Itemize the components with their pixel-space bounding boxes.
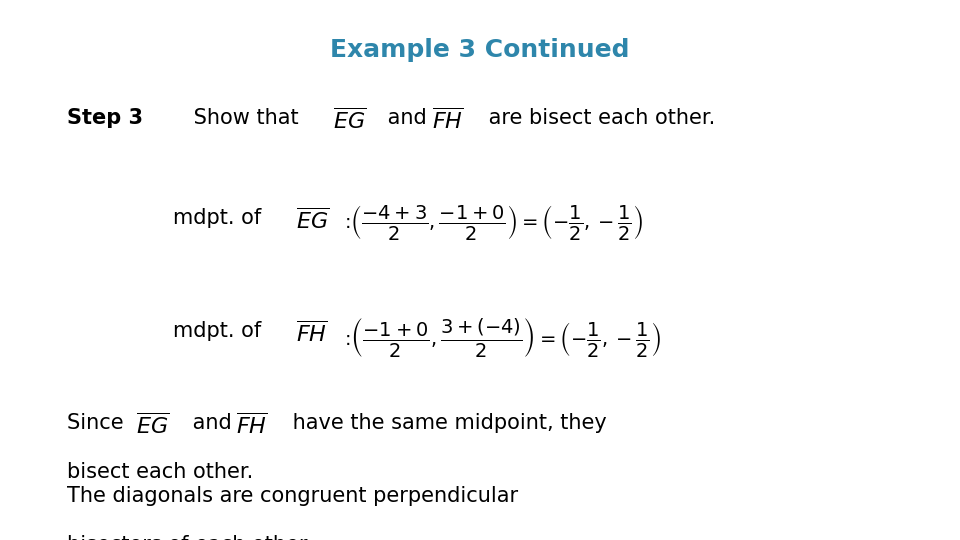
- Text: Step 3: Step 3: [67, 108, 143, 128]
- Text: bisect each other.: bisect each other.: [67, 462, 253, 482]
- Text: Since: Since: [67, 413, 131, 433]
- Text: $\overline{EG}$: $\overline{EG}$: [333, 108, 367, 133]
- Text: are bisect each other.: are bisect each other.: [482, 108, 715, 128]
- Text: bisectors of each other.: bisectors of each other.: [67, 535, 312, 540]
- Text: and: and: [381, 108, 434, 128]
- Text: :$\left(\dfrac{-4+3}{2},\dfrac{-1+0}{2}\right)=\left(-\dfrac{1}{2},-\dfrac{1}{2}: :$\left(\dfrac{-4+3}{2},\dfrac{-1+0}{2}\…: [344, 202, 643, 241]
- Text: $\overline{EG}$: $\overline{EG}$: [136, 413, 170, 438]
- Text: mdpt. of: mdpt. of: [173, 321, 268, 341]
- Text: Example 3 Continued: Example 3 Continued: [330, 38, 630, 62]
- Text: $\overline{EG}$: $\overline{EG}$: [296, 208, 329, 233]
- Text: Show that: Show that: [187, 108, 305, 128]
- Text: and: and: [186, 413, 239, 433]
- Text: $\overline{FH}$: $\overline{FH}$: [432, 108, 464, 133]
- Text: have the same midpoint, they: have the same midpoint, they: [286, 413, 607, 433]
- Text: mdpt. of: mdpt. of: [173, 208, 268, 228]
- Text: The diagonals are congruent perpendicular: The diagonals are congruent perpendicula…: [67, 486, 518, 506]
- Text: :$\left(\dfrac{-1+0}{2},\dfrac{3+(-4)}{2}\right)=\left(-\dfrac{1}{2},-\dfrac{1}{: :$\left(\dfrac{-1+0}{2},\dfrac{3+(-4)}{2…: [344, 316, 660, 359]
- Text: $\overline{FH}$: $\overline{FH}$: [236, 413, 268, 438]
- Text: $\overline{FH}$: $\overline{FH}$: [296, 321, 327, 347]
